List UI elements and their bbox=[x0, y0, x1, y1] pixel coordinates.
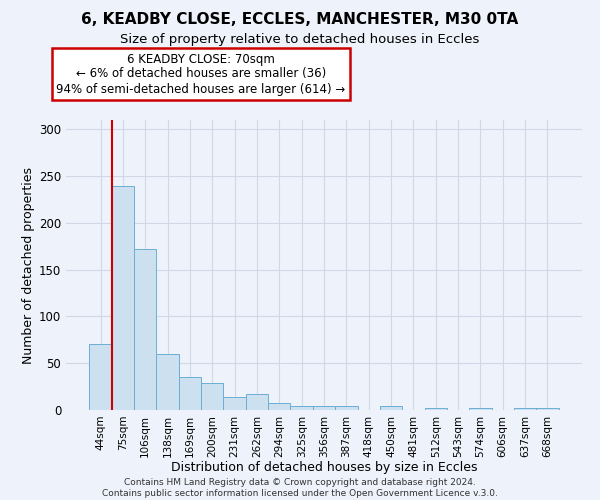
Bar bbox=[112, 186, 134, 410]
Bar bbox=[514, 408, 536, 410]
Text: Contains HM Land Registry data © Crown copyright and database right 2024.
Contai: Contains HM Land Registry data © Crown c… bbox=[102, 478, 498, 498]
Bar bbox=[201, 383, 223, 410]
Bar bbox=[223, 397, 246, 410]
Bar bbox=[89, 344, 112, 410]
Bar bbox=[157, 354, 179, 410]
Text: 6, KEADBY CLOSE, ECCLES, MANCHESTER, M30 0TA: 6, KEADBY CLOSE, ECCLES, MANCHESTER, M30… bbox=[82, 12, 518, 28]
Bar bbox=[425, 408, 447, 410]
Text: Size of property relative to detached houses in Eccles: Size of property relative to detached ho… bbox=[121, 32, 479, 46]
Bar bbox=[290, 406, 313, 410]
Bar bbox=[536, 408, 559, 410]
Bar bbox=[246, 394, 268, 410]
Bar bbox=[335, 406, 358, 410]
Bar bbox=[134, 249, 157, 410]
Bar bbox=[179, 378, 201, 410]
Bar bbox=[313, 406, 335, 410]
Y-axis label: Number of detached properties: Number of detached properties bbox=[22, 166, 35, 364]
Bar bbox=[380, 406, 402, 410]
Bar bbox=[268, 402, 290, 410]
Bar bbox=[469, 408, 491, 410]
Text: 6 KEADBY CLOSE: 70sqm
← 6% of detached houses are smaller (36)
94% of semi-detac: 6 KEADBY CLOSE: 70sqm ← 6% of detached h… bbox=[56, 52, 346, 96]
X-axis label: Distribution of detached houses by size in Eccles: Distribution of detached houses by size … bbox=[171, 461, 477, 474]
